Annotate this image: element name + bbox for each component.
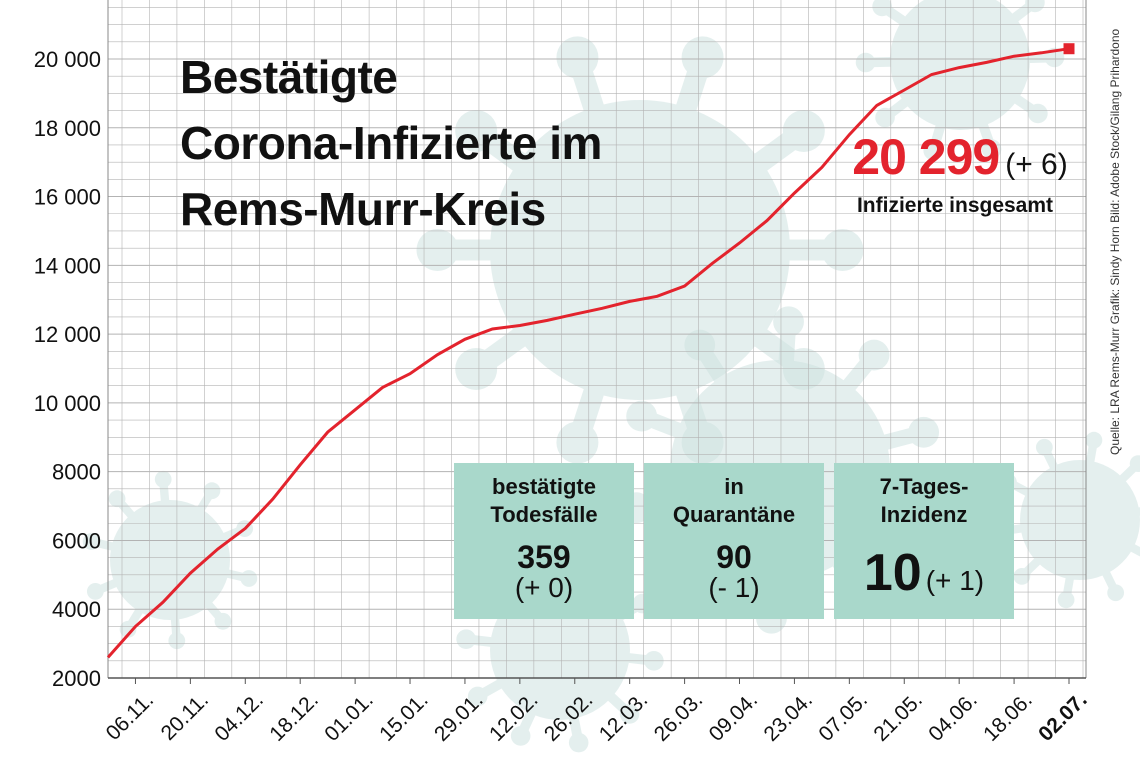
x-tick-label: 21.05. — [869, 688, 927, 746]
quarantine-value: 90 — [716, 539, 752, 575]
y-axis-ticks: 2000 4000 6000 8000 10 000 12 000 14 000 16 000… — [34, 47, 101, 691]
x-tick-label: 04.12. — [210, 688, 268, 746]
title-line-1: Bestätigte — [180, 51, 398, 103]
quarantine-label: in Quarantäne — [672, 474, 796, 527]
x-tick-label: 04.06. — [924, 688, 982, 746]
x-tick-label: 02.07. — [1034, 688, 1092, 746]
deaths-change: (+ 0) — [514, 572, 574, 603]
y-tick-label: 4000 — [52, 597, 101, 622]
total-value: 20 299 — [852, 129, 1000, 185]
x-tick-label: 26.03. — [650, 688, 708, 746]
x-tick-label: 15.01. — [375, 688, 433, 746]
y-tick-label: 10 000 — [34, 391, 101, 416]
x-tick-label: 18.12. — [265, 688, 323, 746]
quarantine-change: (- 1) — [708, 572, 760, 603]
infections-line — [106, 47, 1070, 659]
source-credit: Quelle: LRA Rems-Murr Grafik: Sindy Horn… — [1108, 28, 1122, 455]
y-tick-label: 14 000 — [34, 253, 101, 278]
virus-shape — [82, 470, 258, 650]
incidence-figure: 10 (+ 1) — [834, 543, 1014, 603]
latest-value-marker — [1063, 43, 1075, 55]
deaths-value: 359 — [517, 539, 571, 575]
x-tick-label: 23.04. — [760, 688, 818, 746]
deaths-label: bestätigte Todesfälle — [490, 474, 598, 527]
x-tick-label: 18.06. — [979, 688, 1037, 746]
y-tick-label: 18 000 — [34, 116, 101, 141]
deaths-box: bestätigte Todesfälle 359 (+ 0) — [454, 463, 634, 619]
quarantine-box: in Quarantäne 90 (- 1) — [644, 463, 824, 619]
x-tick-label: 07.05. — [814, 688, 872, 746]
title-line-2: Corona-Infizierte im — [180, 117, 602, 169]
y-tick-label: 12 000 — [34, 322, 101, 347]
x-tick-label: 06.11. — [102, 688, 158, 744]
y-tick-label: 8000 — [52, 460, 101, 485]
y-tick-label: 6000 — [52, 528, 101, 553]
virus-shape — [416, 36, 864, 464]
y-tick-label: 16 000 — [34, 185, 101, 210]
x-tick-label: 29.01. — [430, 688, 488, 746]
y-tick-label: 20 000 — [34, 47, 101, 72]
incidence-change: (+ 1) — [925, 565, 985, 596]
x-tick-label: 01.01. — [320, 688, 378, 746]
title-line-3: Rems-Murr-Kreis — [180, 183, 546, 235]
incidence-value: 10 — [863, 544, 922, 602]
y-tick-label: 2000 — [52, 666, 101, 691]
incidence-label: 7-Tages- Inzidenz — [879, 474, 969, 527]
total-infected: 20 299 (+ 6) — [840, 128, 1080, 186]
total-label: Infizierte insgesamt — [856, 194, 1054, 217]
chart-title: Bestätigte Corona-Infizierte im Rems-Mur… — [180, 44, 602, 242]
x-tick-label: 09.04. — [705, 688, 763, 746]
incidence-box: 7-Tages- Inzidenz 10 (+ 1) — [834, 463, 1014, 619]
x-tick-label: 20.11. — [157, 688, 213, 744]
total-change: (+ 6) — [1005, 148, 1068, 181]
